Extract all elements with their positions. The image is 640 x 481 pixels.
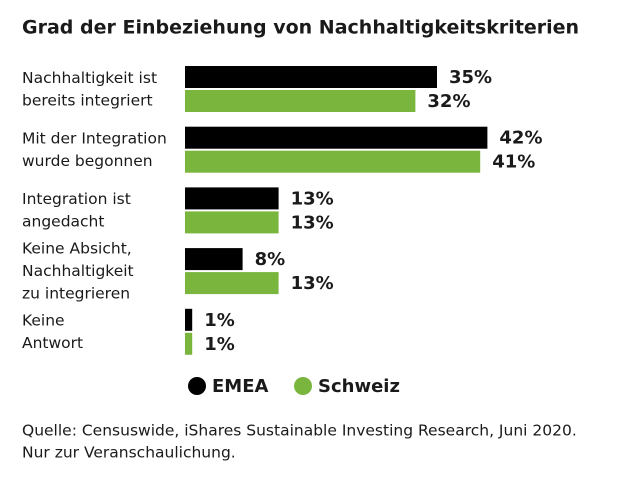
source: Nur zur Veranschaulichung.	[22, 444, 236, 462]
value-label: 13%	[291, 188, 334, 209]
bar	[185, 90, 416, 112]
bar	[185, 126, 488, 149]
value-label: 13%	[291, 273, 334, 294]
bar	[185, 272, 279, 295]
source: Quelle: Censuswide, iShares Sustainable …	[22, 422, 577, 440]
legend-label: Schweiz	[318, 376, 400, 397]
value-label: 32%	[427, 91, 470, 112]
bar	[185, 248, 243, 271]
value-label: 35%	[449, 67, 492, 88]
bar	[185, 187, 279, 210]
value-label: 41%	[492, 152, 535, 173]
category-label: Nachhaltigkeit ist bereits integriert	[22, 68, 157, 109]
value-label: 42%	[499, 128, 542, 149]
bar	[185, 211, 279, 234]
category-label: Mit der Integration wurde begonnen	[22, 129, 167, 170]
bar	[185, 66, 437, 88]
legend-marker	[188, 377, 206, 395]
value-label: 1%	[204, 334, 235, 355]
value-label: 13%	[291, 212, 334, 233]
value-label: 1%	[204, 310, 235, 331]
category-label: Keine Antwort	[22, 311, 83, 352]
category-label: Integration ist angedacht	[22, 190, 131, 231]
legend-marker	[294, 377, 312, 395]
value-label: 8%	[255, 249, 286, 270]
bar	[185, 150, 481, 173]
bar	[185, 308, 193, 331]
bar	[185, 332, 193, 355]
category-label: Keine Absicht, Nachhaltigkeit zu integrier…	[22, 239, 134, 302]
legend-label: EMEA	[212, 376, 269, 397]
chart-title: Grad der Einbeziehung von Nachhaltigkeit…	[22, 17, 579, 39]
